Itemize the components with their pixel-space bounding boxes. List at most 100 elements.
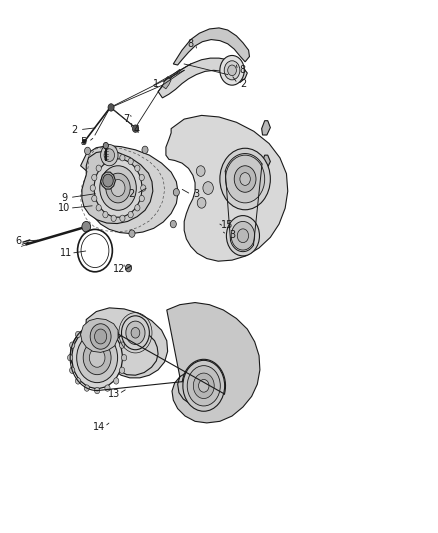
- Circle shape: [125, 264, 131, 272]
- Circle shape: [173, 189, 180, 196]
- Circle shape: [70, 342, 75, 348]
- Circle shape: [121, 316, 149, 350]
- Circle shape: [231, 221, 254, 250]
- Circle shape: [197, 198, 206, 208]
- Circle shape: [83, 341, 111, 375]
- Circle shape: [187, 366, 220, 406]
- Text: 3: 3: [229, 230, 235, 240]
- Circle shape: [77, 333, 117, 383]
- Text: 8: 8: [240, 66, 246, 75]
- Circle shape: [92, 174, 97, 181]
- Circle shape: [131, 327, 140, 338]
- Circle shape: [135, 165, 140, 172]
- Circle shape: [183, 360, 225, 411]
- Circle shape: [85, 147, 91, 155]
- Circle shape: [70, 367, 75, 374]
- Circle shape: [105, 385, 110, 391]
- Circle shape: [128, 212, 133, 218]
- Circle shape: [193, 373, 214, 399]
- Circle shape: [120, 215, 125, 222]
- Text: 14: 14: [93, 422, 106, 432]
- Circle shape: [95, 329, 107, 344]
- Text: 2: 2: [240, 78, 246, 88]
- Circle shape: [111, 215, 116, 222]
- Circle shape: [135, 205, 140, 211]
- Circle shape: [142, 146, 148, 154]
- Circle shape: [84, 324, 89, 330]
- Polygon shape: [166, 115, 288, 261]
- Circle shape: [67, 354, 73, 361]
- Circle shape: [100, 166, 136, 211]
- Circle shape: [132, 125, 138, 132]
- Circle shape: [240, 173, 251, 185]
- Text: 8: 8: [187, 39, 194, 49]
- Circle shape: [234, 166, 256, 192]
- Text: 6: 6: [16, 236, 22, 246]
- Polygon shape: [261, 155, 270, 169]
- Circle shape: [111, 155, 116, 161]
- Circle shape: [108, 104, 114, 111]
- Polygon shape: [173, 28, 250, 65]
- Circle shape: [90, 185, 95, 191]
- Text: 4: 4: [133, 125, 139, 135]
- Circle shape: [120, 155, 125, 161]
- Circle shape: [94, 159, 142, 217]
- Circle shape: [120, 367, 125, 374]
- Circle shape: [96, 165, 101, 172]
- Circle shape: [139, 196, 145, 201]
- Circle shape: [120, 342, 125, 348]
- Circle shape: [95, 387, 100, 394]
- Text: 15: 15: [221, 220, 233, 230]
- Circle shape: [129, 230, 135, 237]
- Circle shape: [111, 180, 125, 197]
- Circle shape: [228, 65, 237, 76]
- Circle shape: [75, 332, 81, 337]
- Circle shape: [113, 332, 119, 337]
- Circle shape: [72, 327, 122, 389]
- Polygon shape: [81, 146, 178, 233]
- Polygon shape: [261, 120, 270, 135]
- Circle shape: [141, 185, 146, 191]
- Circle shape: [220, 55, 244, 85]
- Circle shape: [75, 378, 81, 384]
- Circle shape: [95, 321, 100, 328]
- Circle shape: [220, 148, 270, 210]
- Text: 1: 1: [153, 78, 159, 88]
- Text: 3: 3: [193, 189, 199, 199]
- Polygon shape: [101, 172, 116, 189]
- Polygon shape: [82, 151, 153, 223]
- Circle shape: [237, 229, 249, 243]
- Circle shape: [103, 212, 108, 218]
- Polygon shape: [167, 303, 260, 423]
- Text: 5: 5: [80, 137, 86, 147]
- Circle shape: [126, 321, 145, 344]
- Circle shape: [226, 155, 265, 203]
- Circle shape: [105, 324, 110, 330]
- Circle shape: [96, 205, 101, 211]
- Circle shape: [90, 324, 111, 349]
- Text: 12: 12: [113, 264, 125, 274]
- Circle shape: [196, 166, 205, 176]
- Circle shape: [104, 149, 115, 161]
- Circle shape: [139, 174, 145, 181]
- Circle shape: [101, 144, 118, 166]
- Polygon shape: [162, 77, 171, 89]
- Text: 7: 7: [124, 114, 130, 124]
- Text: 2: 2: [71, 125, 78, 135]
- Circle shape: [82, 139, 86, 143]
- Text: 13: 13: [108, 389, 120, 399]
- Text: 11: 11: [60, 248, 72, 259]
- Text: 10: 10: [58, 203, 71, 213]
- Circle shape: [170, 220, 177, 228]
- Circle shape: [84, 385, 89, 391]
- Circle shape: [103, 142, 109, 149]
- Circle shape: [82, 221, 91, 232]
- Circle shape: [92, 196, 97, 201]
- Circle shape: [89, 348, 105, 367]
- Circle shape: [113, 378, 119, 384]
- Circle shape: [128, 158, 133, 165]
- Circle shape: [198, 379, 209, 392]
- Polygon shape: [81, 318, 118, 352]
- Text: 2: 2: [128, 189, 134, 199]
- Circle shape: [121, 354, 127, 361]
